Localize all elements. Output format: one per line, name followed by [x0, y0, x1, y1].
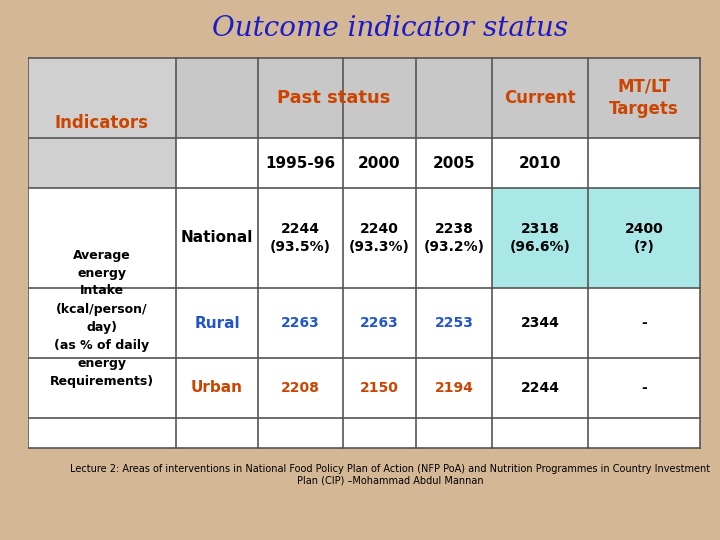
Bar — [492, 58, 588, 138]
Text: Rural: Rural — [194, 315, 240, 330]
Text: 2150: 2150 — [360, 381, 399, 395]
Bar — [28, 58, 700, 448]
Bar — [492, 188, 588, 288]
Text: Average
energy
Intake
(kcal/person/
day)
(as % of daily
energy
Requirements): Average energy Intake (kcal/person/ day)… — [50, 248, 154, 388]
Bar — [492, 188, 588, 288]
Bar — [176, 58, 492, 138]
Text: 2263: 2263 — [360, 316, 399, 330]
Bar — [492, 58, 588, 138]
Text: 2208: 2208 — [281, 381, 320, 395]
Bar — [28, 58, 176, 188]
Text: Past status: Past status — [277, 89, 391, 107]
Text: 2010: 2010 — [518, 156, 562, 171]
Text: Urban: Urban — [191, 381, 243, 395]
Text: -: - — [641, 316, 647, 330]
Text: Indicators: Indicators — [55, 114, 149, 132]
Text: 2253: 2253 — [435, 316, 474, 330]
Text: Lecture 2: Areas of interventions in National Food Policy Plan of Action (NFP Po: Lecture 2: Areas of interventions in Nat… — [70, 464, 710, 486]
Bar — [588, 188, 700, 288]
Text: 2244: 2244 — [521, 381, 559, 395]
Text: 2400
(?): 2400 (?) — [625, 222, 663, 254]
Text: 2318
(96.6%): 2318 (96.6%) — [510, 222, 570, 254]
Bar — [588, 188, 700, 288]
Text: -: - — [641, 381, 647, 395]
Text: 2005: 2005 — [433, 156, 475, 171]
Text: 2238
(93.2%): 2238 (93.2%) — [423, 222, 485, 254]
Bar — [0, 0, 28, 540]
Text: National: National — [181, 231, 253, 246]
Bar — [588, 58, 700, 138]
Bar — [28, 58, 176, 188]
Text: MT/LT
Targets: MT/LT Targets — [609, 78, 679, 118]
Text: Outcome indicator status: Outcome indicator status — [212, 15, 568, 42]
Bar — [588, 58, 700, 138]
Text: 2194: 2194 — [435, 381, 474, 395]
Text: 2244
(93.5%): 2244 (93.5%) — [270, 222, 331, 254]
Text: Current: Current — [504, 89, 576, 107]
Text: 2240
(93.3%): 2240 (93.3%) — [349, 222, 410, 254]
Text: 2344: 2344 — [521, 316, 559, 330]
Text: 2263: 2263 — [281, 316, 320, 330]
Text: 1995-96: 1995-96 — [266, 156, 336, 171]
Bar — [176, 58, 492, 138]
Text: 2000: 2000 — [358, 156, 401, 171]
